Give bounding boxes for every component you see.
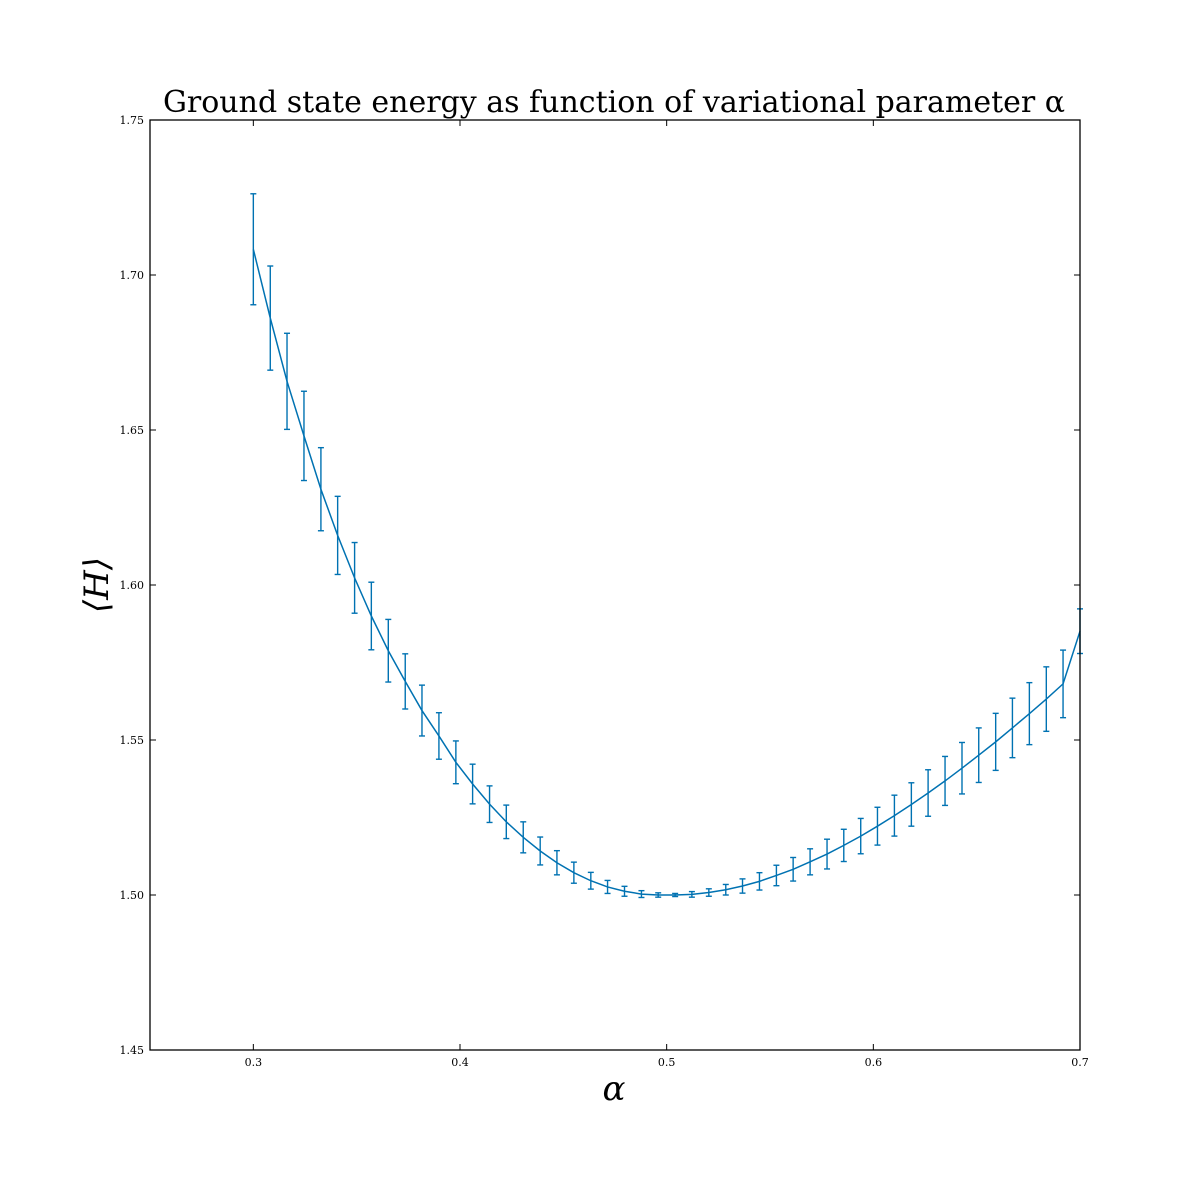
- error-bar: [334, 495, 341, 576]
- error-bar: [385, 618, 392, 683]
- error-bar: [790, 856, 797, 882]
- error-bar: [317, 446, 324, 532]
- x-tick-label: 0.5: [658, 1056, 676, 1069]
- error-bar: [284, 332, 291, 431]
- error-bar: [874, 806, 881, 846]
- chart-title: Ground state energy as function of varia…: [163, 85, 1065, 120]
- error-bar: [975, 727, 982, 784]
- error-bar: [773, 864, 780, 887]
- error-bar: [604, 879, 611, 895]
- error-bar: [418, 684, 425, 737]
- error-bar: [570, 861, 577, 884]
- error-bar: [1009, 697, 1016, 759]
- x-tick-label: 0.6: [865, 1056, 883, 1069]
- error-bar: [1043, 666, 1050, 733]
- error-bar: [908, 782, 915, 827]
- error-bar: [992, 712, 999, 772]
- error-bar: [402, 653, 409, 710]
- x-axis-label: α: [603, 1069, 626, 1109]
- error-bar: [435, 712, 442, 760]
- error-bar: [638, 889, 645, 899]
- error-bar: [1060, 649, 1067, 719]
- x-axis: 0.3 0.4 0.5 0.6 0.7: [245, 120, 1089, 1069]
- y-tick-label: 1.65: [120, 424, 145, 437]
- y-tick-label: 1.50: [120, 889, 145, 902]
- y-tick-label: 1.45: [120, 1044, 145, 1057]
- error-bar: [807, 848, 814, 876]
- error-bar: [621, 885, 628, 897]
- error-bar: [553, 849, 560, 876]
- y-axis: 1.45 1.50 1.55 1.60 1.65 1.70 1.75: [120, 114, 1080, 1057]
- error-bar: [267, 265, 274, 371]
- y-tick-label: 1.60: [120, 579, 145, 592]
- error-bar: [891, 794, 898, 837]
- x-tick-label: 0.3: [245, 1056, 263, 1069]
- error-bar: [452, 740, 459, 785]
- error-bar: [520, 821, 527, 854]
- error-bar: [368, 581, 375, 651]
- error-bar: [655, 892, 662, 898]
- error-bar: [503, 804, 510, 840]
- error-bar: [250, 193, 257, 306]
- error-bar: [857, 817, 864, 855]
- error-bar: [537, 836, 544, 866]
- y-tick-label: 1.55: [120, 734, 145, 747]
- series-line: [252, 249, 1081, 896]
- y-tick-label: 1.70: [120, 269, 145, 282]
- x-tick-label: 0.4: [451, 1056, 469, 1069]
- error-bar: [300, 390, 307, 482]
- y-axis-label: ⟨H⟩: [77, 557, 117, 613]
- error-bar: [756, 871, 763, 891]
- error-bar: [1026, 681, 1033, 746]
- error-bar: [469, 763, 476, 805]
- y-tick-label: 1.75: [120, 114, 145, 127]
- error-bar: [840, 828, 847, 863]
- x-tick-label: 0.7: [1071, 1056, 1089, 1069]
- plot-area: [250, 193, 1083, 899]
- error-bar: [705, 888, 712, 897]
- error-bar: [958, 741, 965, 795]
- error-bar: [351, 541, 358, 614]
- error-bar: [824, 838, 831, 870]
- error-bar: [486, 785, 493, 824]
- error-bar: [739, 878, 746, 894]
- error-bar: [587, 871, 594, 890]
- error-bar: [688, 890, 695, 898]
- axes-frame: [149, 119, 1081, 1051]
- error-bar: [722, 883, 729, 896]
- error-bar: [925, 769, 932, 817]
- error-bar: [942, 755, 949, 807]
- error-bar: [672, 892, 679, 898]
